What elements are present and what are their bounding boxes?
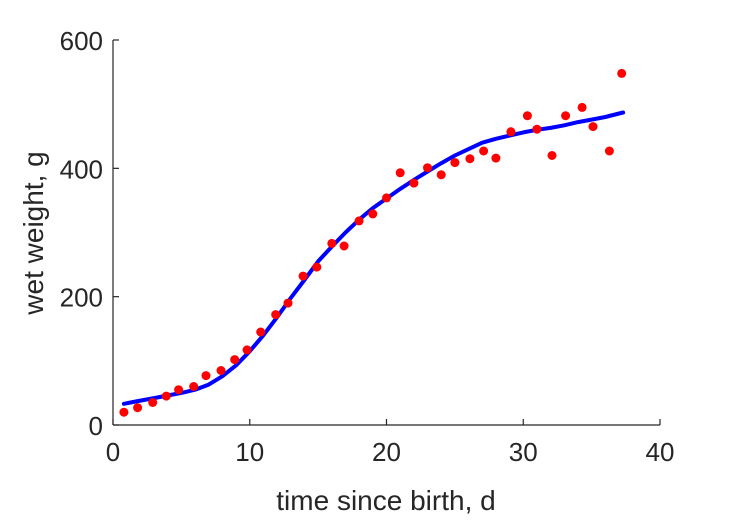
data-point	[604, 146, 614, 156]
data-point	[522, 111, 532, 121]
y-tick-label: 200	[60, 283, 103, 313]
data-point	[312, 262, 322, 272]
data-point	[327, 238, 337, 248]
data-point	[201, 371, 211, 381]
data-point	[368, 209, 378, 219]
data-point	[354, 216, 364, 226]
data-point	[216, 366, 226, 375]
data-point	[230, 355, 240, 365]
data-point	[242, 345, 252, 355]
data-point	[588, 122, 598, 132]
data-point	[561, 111, 571, 121]
x-tick-label: 40	[646, 437, 675, 467]
data-point	[119, 407, 129, 417]
data-point	[174, 385, 184, 395]
data-point	[423, 163, 432, 173]
y-tick-label: 600	[60, 26, 103, 56]
y-tick-label: 0	[89, 411, 103, 441]
data-point	[450, 158, 460, 168]
data-points-layer	[119, 68, 627, 417]
data-point	[256, 327, 266, 337]
data-point	[532, 124, 542, 134]
x-tick-label: 20	[372, 437, 401, 467]
data-point	[339, 241, 349, 251]
data-point	[161, 391, 171, 401]
data-point	[547, 151, 557, 160]
x-tick-label: 0	[106, 437, 120, 467]
data-point	[271, 310, 281, 320]
data-point	[479, 146, 489, 156]
x-axis-label: time since birth, d	[276, 485, 495, 516]
y-axis-label: wet weight, g	[18, 151, 49, 315]
y-tick-label: 400	[60, 154, 103, 184]
data-point	[506, 127, 516, 137]
data-point	[577, 102, 587, 112]
data-point	[382, 193, 391, 203]
x-tick-label: 10	[235, 437, 264, 467]
data-point	[465, 154, 475, 164]
data-point	[409, 178, 419, 188]
data-point	[189, 382, 199, 391]
data-point	[617, 68, 627, 78]
data-point	[148, 398, 158, 407]
data-point	[283, 298, 293, 308]
data-point	[298, 271, 308, 281]
data-point	[491, 153, 501, 163]
x-tick-label: 30	[509, 437, 538, 467]
data-point	[133, 403, 143, 413]
data-point	[436, 170, 446, 180]
data-point	[395, 168, 405, 178]
